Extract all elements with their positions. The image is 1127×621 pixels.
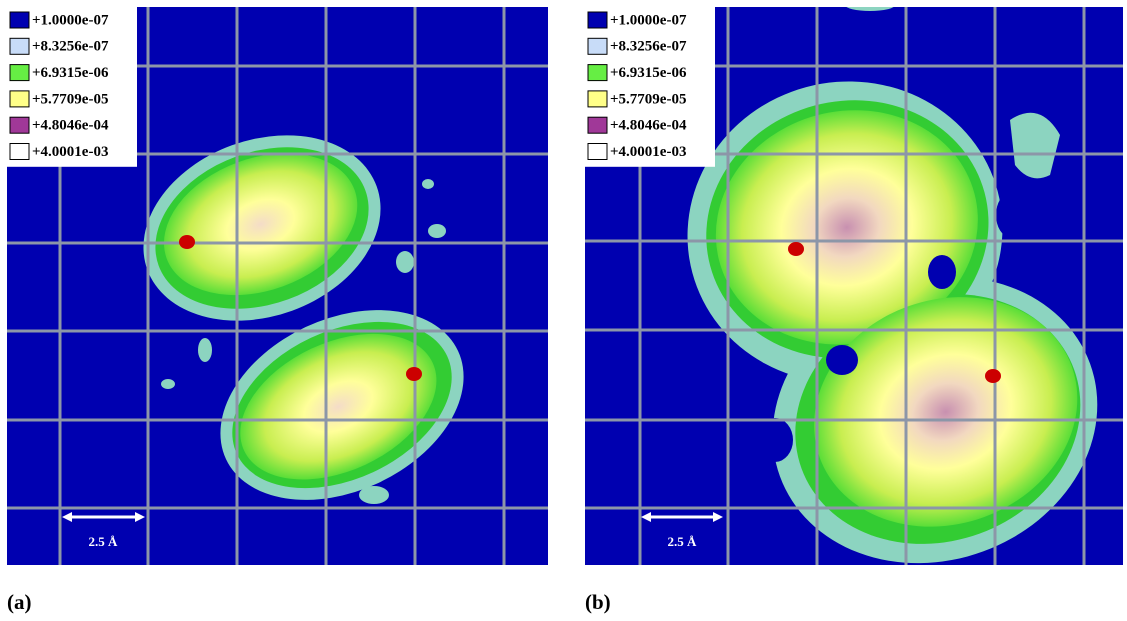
legend-swatch <box>9 116 30 134</box>
legend-label: +4.8046e-04 <box>32 118 109 134</box>
legend-label: +4.0001e-03 <box>32 144 108 160</box>
legend-swatch <box>587 37 608 55</box>
legend-label: +1.0000e-07 <box>32 12 109 28</box>
legend-label: +8.3256e-07 <box>610 39 687 55</box>
legend-swatch <box>587 11 608 29</box>
legend-swatch <box>587 116 608 134</box>
legend-swatch <box>587 143 608 160</box>
legend-swatch <box>9 64 30 82</box>
legend-swatch <box>9 37 30 55</box>
legend-box <box>585 7 715 167</box>
legend-label: +5.7709e-05 <box>610 91 686 107</box>
legend-label: +4.8046e-04 <box>610 118 687 134</box>
legend-swatch <box>9 90 30 108</box>
legend-label: +6.9315e-06 <box>32 65 109 81</box>
panel-a-map <box>7 7 548 565</box>
legend-swatch <box>9 143 30 160</box>
legend-swatch <box>587 64 608 82</box>
legend-swatch <box>9 11 30 29</box>
legend-label: +6.9315e-06 <box>610 65 687 81</box>
legend-box <box>7 7 137 167</box>
legend-label: +8.3256e-07 <box>32 39 109 55</box>
panel-label: (a) <box>7 590 32 614</box>
legend-label: +4.0001e-03 <box>610 144 686 160</box>
legend-label: +5.7709e-05 <box>32 91 108 107</box>
legend-label: +1.0000e-07 <box>610 12 687 28</box>
panel-label: (b) <box>585 590 611 614</box>
scale-bar-label: 2.5 Å <box>89 534 119 549</box>
legend-swatch <box>587 90 608 108</box>
scale-bar-label: 2.5 Å <box>668 534 698 549</box>
